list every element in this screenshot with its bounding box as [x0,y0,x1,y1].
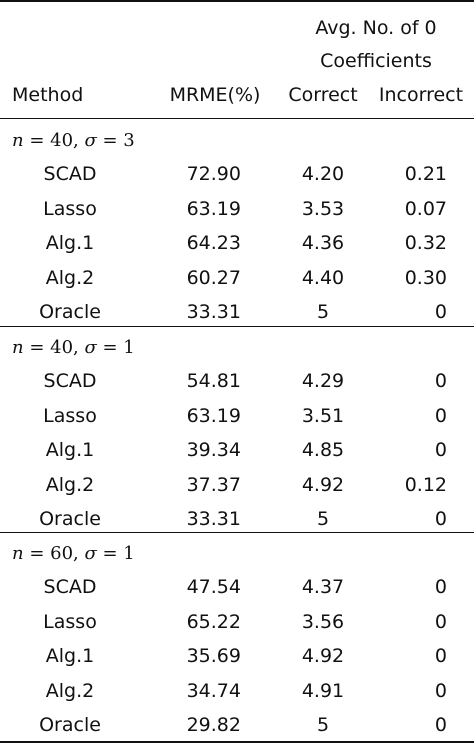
correct-cell: 4.29 [301,370,345,392]
correct-cell: 4.92 [301,645,345,667]
column-header-mrme: MRME(%) [169,84,261,106]
mrme-cell: 39.34 [186,439,241,461]
mrme-cell: 35.69 [186,645,241,667]
correct-cell: 3.53 [301,197,345,220]
mrme-cell: 63.19 [186,197,241,220]
column-header-correct: Correct [288,84,358,106]
correct-cell: 3.51 [301,404,345,427]
mrme-cell: 65.22 [186,610,241,633]
incorrect-cell: 0 [434,679,447,702]
correct-cell: 4.85 [301,439,345,461]
section-header: n = 40, σ = 3 [12,130,135,151]
method-cell: Alg.2 [45,679,95,702]
top-rule [0,0,474,2]
incorrect-cell: 0 [434,439,447,461]
method-cell: Oracle [39,714,101,736]
correct-cell: 4.20 [301,163,345,185]
correct-cell: 3.56 [301,610,345,633]
incorrect-cell: 0.30 [404,266,447,289]
group-title-line1: Avg. No. of 0 [315,17,437,39]
method-cell: Alg.2 [45,473,95,496]
correct-cell: 5 [316,714,330,736]
method-cell: SCAD [43,370,97,392]
incorrect-cell: 0 [434,645,447,667]
incorrect-cell: 0 [434,370,447,392]
incorrect-cell: 0.32 [404,232,447,254]
method-cell: Oracle [39,508,101,530]
incorrect-cell: 0.07 [404,197,447,220]
correct-cell: 5 [316,301,330,323]
incorrect-cell: 0 [434,508,447,530]
method-cell: Oracle [39,301,101,323]
method-cell: Alg.1 [45,645,95,667]
correct-cell: 4.37 [301,576,345,598]
bottom-rule [0,741,474,743]
mrme-cell: 72.90 [186,163,241,185]
section-rule-2 [0,532,474,533]
section-header: n = 40, σ = 1 [12,337,135,358]
mrme-cell: 63.19 [186,404,241,427]
incorrect-cell: 0 [434,576,447,598]
correct-cell: 5 [316,508,330,530]
correct-cell: 4.91 [301,679,345,702]
column-header-method: Method [12,84,84,106]
group-title-line2: Coefficients [320,50,432,72]
method-cell: Alg.2 [45,266,95,289]
correct-cell: 4.92 [301,473,345,496]
incorrect-cell: 0 [434,301,447,323]
mrme-cell: 33.31 [186,301,241,323]
column-header-incorrect: Incorrect [378,84,464,106]
mrme-cell: 64.23 [186,232,241,254]
method-cell: Lasso [43,610,97,633]
incorrect-cell: 0.21 [404,163,447,185]
method-cell: Lasso [43,197,97,220]
method-cell: Alg.1 [45,439,95,461]
correct-cell: 4.36 [301,232,345,254]
correct-cell: 4.40 [301,266,345,289]
section-rule-1 [0,326,474,327]
header-rule [0,118,474,119]
method-cell: SCAD [43,163,97,185]
incorrect-cell: 0.12 [404,473,447,496]
section-header: n = 60, σ = 1 [12,543,135,564]
method-cell: SCAD [43,576,97,598]
mrme-cell: 54.81 [186,370,241,392]
mrme-cell: 60.27 [186,266,241,289]
incorrect-cell: 0 [434,714,447,736]
incorrect-cell: 0 [434,404,447,427]
mrme-cell: 47.54 [186,576,241,598]
mrme-cell: 37.37 [186,473,241,496]
mrme-cell: 33.31 [186,508,241,530]
method-cell: Alg.1 [45,232,95,254]
method-cell: Lasso [43,404,97,427]
mrme-cell: 34.74 [186,679,241,702]
mrme-cell: 29.82 [186,714,241,736]
incorrect-cell: 0 [434,610,447,633]
